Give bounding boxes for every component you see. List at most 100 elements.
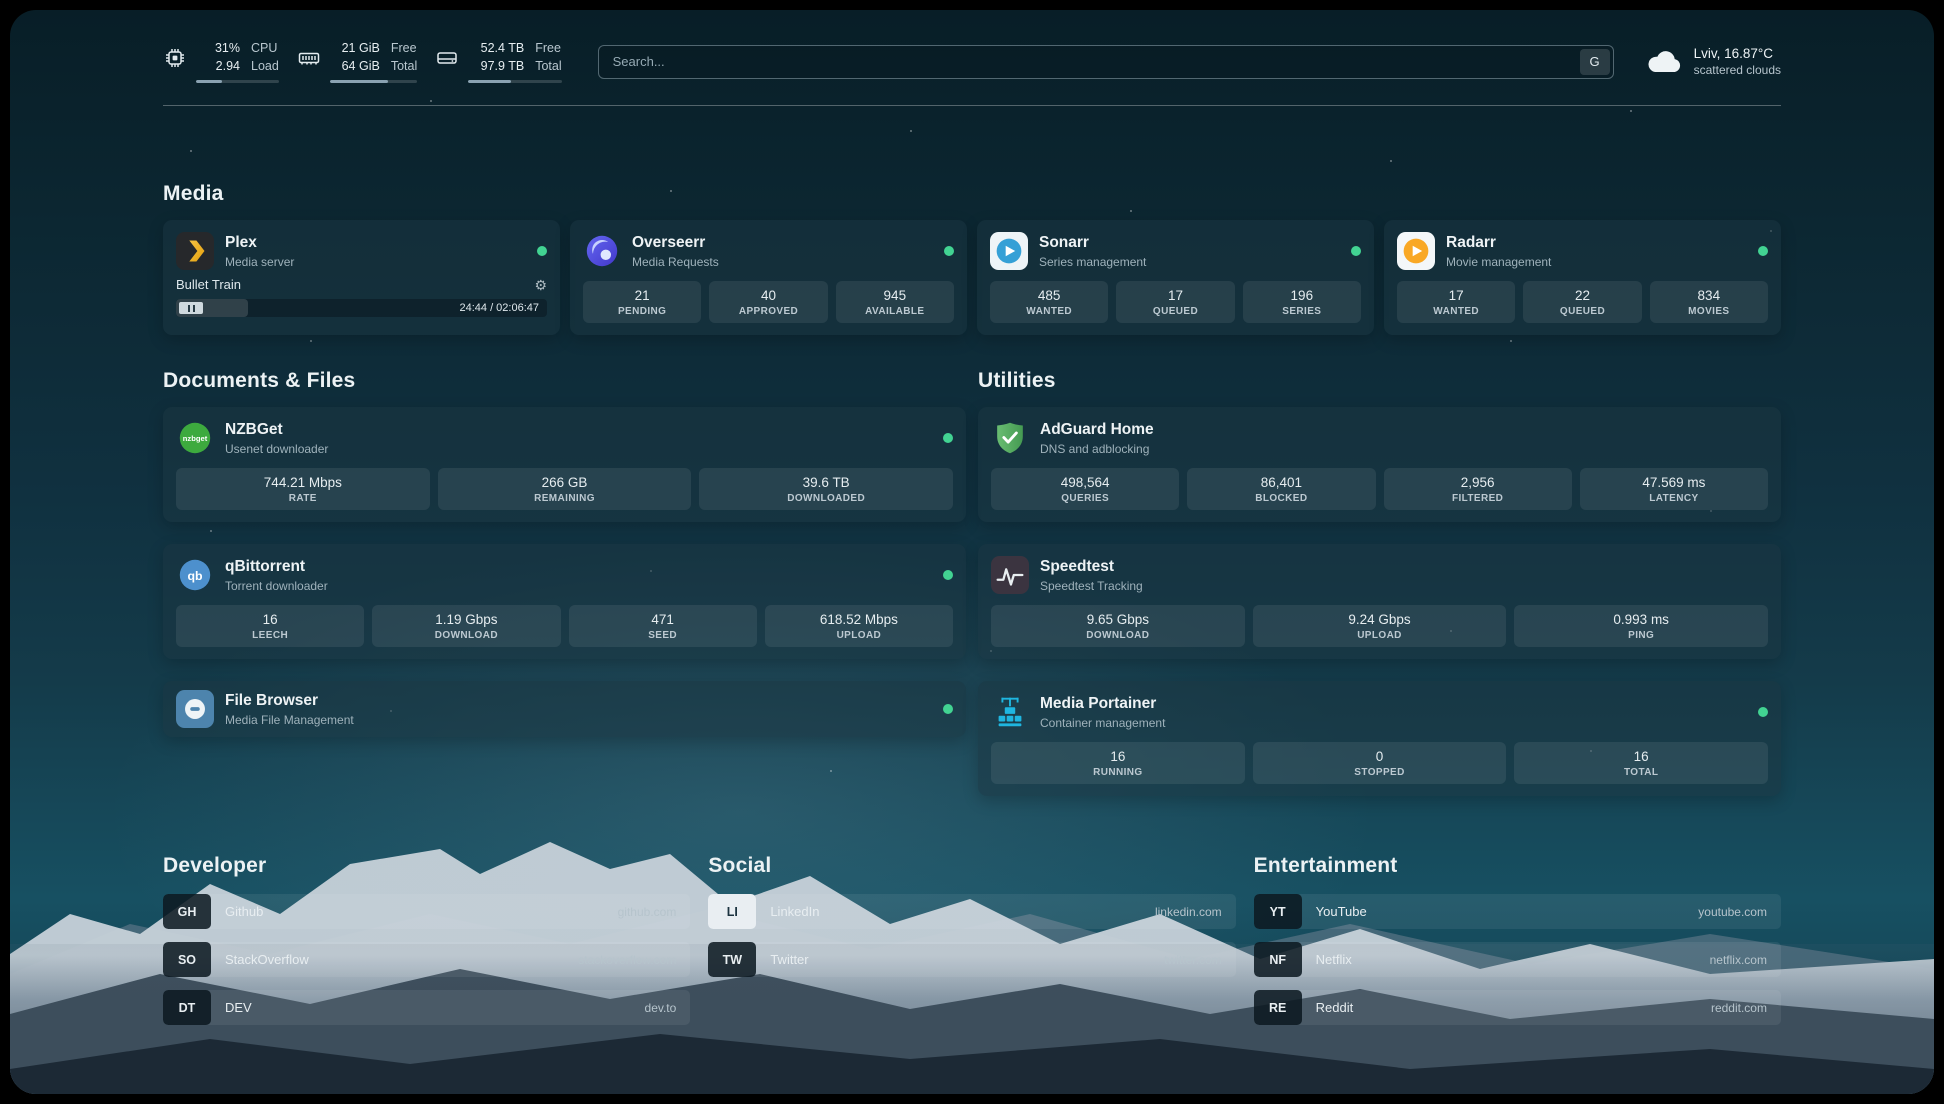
bookmark-abbr: RE <box>1253 990 1302 1025</box>
bookmark-name: DEV <box>225 1000 252 1015</box>
stat-downloaded: 39.6 TB DOWNLOADED <box>699 468 954 510</box>
search-bar: G <box>597 44 1614 79</box>
service-name: Media Portainer <box>1040 695 1157 713</box>
bookmark-url: github.com <box>617 904 677 919</box>
disk-free-value: 52.4 TB <box>480 41 525 55</box>
service-name: AdGuard Home <box>1040 421 1154 439</box>
bookmark-dev[interactable]: DT DEV dev.to <box>163 990 691 1025</box>
service-card-radarr[interactable]: Radarr Movie management 17 WANTED 22 QUE… <box>1384 220 1781 335</box>
playback-time: 24:44 / 02:06:47 <box>459 302 539 314</box>
service-name: Radarr <box>1446 234 1496 252</box>
stat-approved: 40 APPROVED <box>709 281 828 323</box>
service-name: File Browser <box>225 692 319 710</box>
service-card-portainer[interactable]: Media Portainer Container management 16 … <box>978 681 1781 796</box>
status-dot <box>1758 246 1768 256</box>
playback-progress-bar[interactable]: 24:44 / 02:06:47 <box>176 299 547 317</box>
stat-queries: 498,564 QUERIES <box>991 468 1180 510</box>
bookmark-name: Twitter <box>770 952 809 967</box>
service-description: Movie management <box>1446 254 1552 269</box>
bookmark-twitter[interactable]: TW Twitter twitter.com <box>708 942 1236 977</box>
stat-rate: 744.21 Mbps RATE <box>176 468 430 510</box>
stat-blocked: 86,401 BLOCKED <box>1187 468 1376 510</box>
gear-icon[interactable]: ⚙ <box>534 276 547 293</box>
disk-widget: 52.4 TB 97.9 TB Free Total <box>435 40 562 83</box>
section-documents: Documents & Files nzbget NZBGet Usenet d… <box>163 369 966 737</box>
bookmark-reddit[interactable]: RE Reddit reddit.com <box>1253 990 1781 1025</box>
disk-icon <box>437 52 457 64</box>
disk-total-label: Total <box>535 58 562 73</box>
plex-icon <box>176 232 214 270</box>
bookmark-youtube[interactable]: YT YouTube youtube.com <box>1253 894 1781 929</box>
service-name: Speedtest <box>1040 558 1115 576</box>
adguard-icon <box>997 422 1023 454</box>
speedtest-icon <box>991 556 1029 594</box>
bookmark-url: dev.to <box>644 1000 677 1015</box>
cpu-load-value: 2.94 <box>215 58 240 73</box>
memory-usage-bar <box>329 80 418 83</box>
bookmark-name: StackOverflow <box>225 952 309 967</box>
memory-icon <box>298 52 320 65</box>
stat-seed: 471 SEED <box>568 605 757 647</box>
status-dot <box>943 704 953 714</box>
service-name: Sonarr <box>1039 234 1089 252</box>
snow-specks <box>10 10 12 12</box>
bookmark-stackoverflow[interactable]: SO StackOverflow stackoverflow.com <box>163 942 691 977</box>
service-card-overseerr[interactable]: Overseerr Media Requests 21 PENDING 40 A… <box>570 220 967 335</box>
stat-running: 16 RUNNING <box>991 742 1245 784</box>
stat-queued: 17 QUEUED <box>1116 281 1235 323</box>
section-title-entertainment: Entertainment <box>1253 854 1398 877</box>
service-description: Torrent downloader <box>225 578 328 593</box>
disk-total-value: 97.9 TB <box>480 58 525 73</box>
bookmark-linkedin[interactable]: LI LinkedIn linkedin.com <box>708 894 1236 929</box>
section-title-media: Media <box>163 182 224 205</box>
service-card-adguard[interactable]: AdGuard Home DNS and adblocking 498,564 … <box>978 407 1781 522</box>
service-card-filebrowser[interactable]: File Browser Media File Management <box>163 681 966 737</box>
stat-pending: 21 PENDING <box>583 281 702 323</box>
cloud-icon <box>1648 50 1680 72</box>
section-utilities: Utilities AdGuard Home DNS and adblockin… <box>978 369 1781 796</box>
stat-download: 1.19 Gbps DOWNLOAD <box>372 605 561 647</box>
bookmark-url: twitter.com <box>1164 952 1222 967</box>
weather-location: Lviv, 16.87°C <box>1693 46 1774 61</box>
status-dot <box>944 246 954 256</box>
bookmark-abbr: DT <box>163 990 211 1025</box>
memory-free-value: 21 GiB <box>341 41 380 55</box>
bookmark-netflix[interactable]: NF Netflix netflix.com <box>1253 942 1781 977</box>
stat-upload: 9.24 Gbps UPLOAD <box>1252 605 1507 647</box>
service-card-speedtest[interactable]: Speedtest Speedtest Tracking 9.65 Gbps D… <box>978 544 1781 659</box>
bookmark-name: Github <box>225 904 264 919</box>
service-description: Speedtest Tracking <box>1040 578 1143 593</box>
service-card-sonarr[interactable]: Sonarr Series management 485 WANTED 17 Q… <box>977 220 1374 335</box>
stat-stopped: 0 STOPPED <box>1252 742 1507 784</box>
stat-filtered: 2,956 FILTERED <box>1383 468 1572 510</box>
search-input[interactable] <box>597 44 1614 79</box>
pause-button[interactable] <box>179 302 203 314</box>
bookmark-github[interactable]: GH Github github.com <box>163 894 691 929</box>
service-card-nzbget[interactable]: nzbget NZBGet Usenet downloader 744.21 M… <box>163 407 966 522</box>
service-name: NZBGet <box>225 421 283 439</box>
bookmark-group-developer: Developer GH Github github.com SO StackO… <box>163 854 691 1038</box>
service-description: Media server <box>225 254 295 269</box>
bookmark-group-entertainment: Entertainment YT YouTube youtube.com NF … <box>1253 854 1781 1038</box>
bookmark-url: linkedin.com <box>1154 904 1222 919</box>
status-dot <box>943 570 953 580</box>
service-card-qbittorrent[interactable]: qb qBittorrent Torrent downloader 16 LEE… <box>163 544 966 659</box>
cpu-usage-label: CPU <box>251 41 278 55</box>
bookmark-url: reddit.com <box>1710 1000 1767 1015</box>
service-name: qBittorrent <box>225 558 306 576</box>
stat-available: 945 AVAILABLE <box>835 281 954 323</box>
qbittorrent-icon: qb <box>179 559 211 591</box>
stat-queued: 22 QUEUED <box>1523 281 1642 323</box>
bookmark-abbr: NF <box>1253 942 1302 977</box>
section-title-utilities: Utilities <box>978 369 1056 392</box>
search-provider-button[interactable]: G <box>1579 48 1610 75</box>
stat-wanted: 17 WANTED <box>1397 281 1516 323</box>
memory-free-label: Free <box>390 41 417 55</box>
service-card-plex[interactable]: Plex Media server Bullet Train ⚙ 24:44 /… <box>163 220 560 335</box>
disk-usage-bar <box>468 80 562 83</box>
section-title-documents: Documents & Files <box>163 369 356 392</box>
bookmark-abbr: TW <box>708 942 757 977</box>
stat-remaining: 266 GB REMAINING <box>437 468 692 510</box>
service-description: Container management <box>1040 715 1166 730</box>
